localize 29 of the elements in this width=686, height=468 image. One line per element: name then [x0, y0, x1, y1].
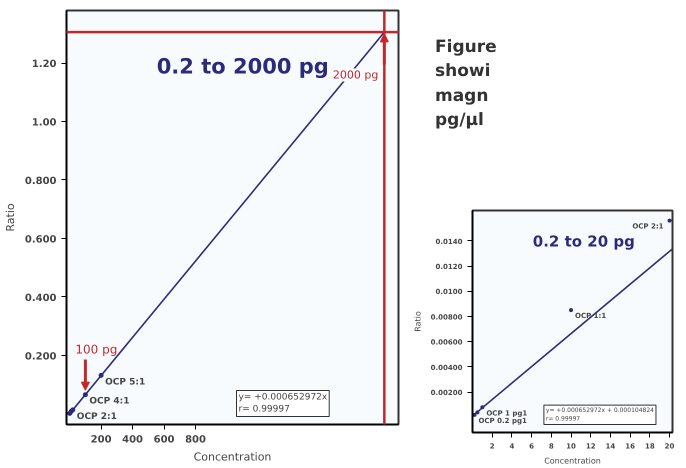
y-tick-label: 0.400 — [24, 292, 57, 304]
x-axis-title: Concentration — [194, 450, 272, 464]
point — [569, 308, 574, 312]
annotation: 100 pg — [75, 342, 118, 357]
point — [98, 372, 104, 378]
y-tick-label: 0.600 — [24, 234, 57, 246]
y-tick-label: 1.20 — [32, 59, 57, 70]
annotation: 2000 pg — [332, 68, 378, 82]
x-tick-label: 200 — [90, 434, 112, 446]
annotation: OCP 5:1 — [105, 377, 146, 388]
x-tick-label: 400 — [122, 434, 144, 446]
text: 0.2 to 20 pg — [532, 232, 635, 250]
y-tick-label: 0.200 — [24, 351, 57, 362]
point — [480, 405, 484, 410]
point — [475, 410, 480, 414]
annotation: OCP 4:1 — [89, 396, 130, 407]
point — [668, 218, 672, 223]
point — [82, 392, 88, 398]
y-tick-label: 1.00 — [32, 118, 57, 129]
text: Figure showi magn pg/µl — [435, 36, 497, 132]
x-tick-label: 600 — [154, 434, 175, 446]
y-axis-title: Ratio — [414, 311, 423, 332]
y-axis-title: Ratio — [4, 203, 17, 232]
y-tick-label: 0.800 — [24, 176, 57, 187]
x-tick-label: 800 — [185, 434, 206, 446]
annotation: OCP 2:1 — [76, 412, 117, 422]
x-axis-title: Concentration — [544, 456, 601, 466]
annotation: y= +0.000652972x r= 0.99997 — [238, 392, 328, 414]
text: 0.2 to 2000 pg — [156, 54, 329, 78]
